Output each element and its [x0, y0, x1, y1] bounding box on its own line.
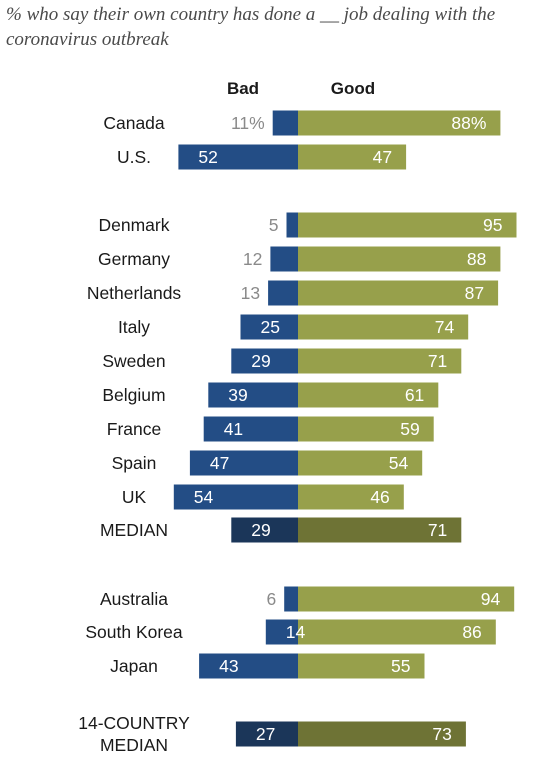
bar-bad-canada: [272, 110, 298, 136]
value-good-u-s: 47: [373, 147, 392, 167]
category-label-japan: Japan: [110, 656, 158, 676]
value-bad-belgium: 39: [228, 385, 247, 405]
value-good-netherlands: 87: [465, 283, 484, 303]
category-label-belgium: Belgium: [102, 385, 165, 405]
bar-good-u-s: [298, 144, 407, 170]
category-label-france: France: [107, 419, 161, 439]
bar-good-belgium: [298, 382, 439, 408]
value-good-australia: 94: [481, 589, 501, 609]
category-label-uk: UK: [122, 487, 147, 507]
value-bad-france: 41: [224, 419, 243, 439]
value-bad-italy: 25: [261, 317, 280, 337]
value-good-canada: 88%: [451, 113, 486, 133]
value-good-uk: 46: [370, 487, 389, 507]
category-label-denmark: Denmark: [99, 215, 170, 235]
bar-good-uk: [298, 484, 404, 510]
value-good-median: 71: [428, 520, 447, 540]
bar-bad-denmark: [286, 212, 298, 238]
value-bad-south-korea: 14: [286, 622, 306, 642]
value-good-japan: 55: [391, 656, 410, 676]
value-bad-denmark: 5: [269, 215, 279, 235]
bar-bad-14-country-median: [235, 721, 298, 747]
bar-good-canada: [298, 110, 501, 136]
value-bad-canada: 11%: [231, 113, 265, 133]
value-bad-australia: 6: [266, 589, 276, 609]
bar-bad-netherlands: [268, 280, 298, 306]
category-label-netherlands: Netherlands: [87, 283, 182, 303]
bar-good-14-country-median: [298, 721, 466, 747]
value-bad-median: 29: [251, 520, 270, 540]
category-label-median: MEDIAN: [100, 520, 168, 540]
value-bad-spain: 47: [210, 453, 229, 473]
bar-bad-belgium: [208, 382, 298, 408]
bar-bad-sweden: [231, 348, 298, 374]
category-label-spain: Spain: [112, 453, 157, 473]
value-good-france: 59: [400, 419, 419, 439]
legend-bad: Bad: [227, 79, 259, 98]
bar-good-australia: [298, 586, 515, 612]
value-good-italy: 74: [435, 317, 455, 337]
bar-bad-uk: [173, 484, 298, 510]
category-label-14-country-median: 14-COUNTRY MEDIAN: [78, 713, 190, 755]
value-bad-netherlands: 13: [241, 283, 260, 303]
value-good-sweden: 71: [428, 351, 447, 371]
bar-bad-france: [203, 416, 298, 442]
bar-bad-australia: [284, 586, 298, 612]
value-bad-germany: 12: [243, 249, 262, 269]
bar-good-denmark: [298, 212, 517, 238]
bar-bad-italy: [240, 314, 298, 340]
bar-bad-japan: [199, 653, 298, 679]
chart-subtitle: % who say their own country has done a _…: [6, 4, 496, 50]
category-label-australia: Australia: [100, 589, 168, 609]
bar-good-germany: [298, 246, 501, 272]
value-good-south-korea: 86: [462, 622, 481, 642]
category-label-u-s: U.S.: [117, 147, 151, 167]
bar-good-italy: [298, 314, 469, 340]
category-label-canada: Canada: [103, 113, 165, 133]
bar-bad-median: [231, 517, 298, 543]
value-good-spain: 54: [389, 453, 409, 473]
category-label-italy: Italy: [118, 317, 150, 337]
category-label-germany: Germany: [98, 249, 170, 269]
bar-good-france: [298, 416, 434, 442]
value-good-germany: 88: [467, 249, 486, 269]
value-good-denmark: 95: [483, 215, 502, 235]
value-good-14-country-median: 73: [432, 724, 451, 744]
bar-good-south-korea: [298, 619, 496, 645]
value-bad-uk: 54: [194, 487, 214, 507]
bar-bad-u-s: [178, 144, 298, 170]
bar-good-netherlands: [298, 280, 499, 306]
bar-bad-south-korea: [265, 619, 298, 645]
bar-bad-spain: [189, 450, 298, 476]
bar-bad-germany: [270, 246, 298, 272]
bar-good-median: [298, 517, 462, 543]
value-bad-sweden: 29: [251, 351, 270, 371]
value-bad-u-s: 52: [198, 147, 217, 167]
bar-good-spain: [298, 450, 423, 476]
value-bad-14-country-median: 27: [256, 724, 275, 744]
value-bad-japan: 43: [219, 656, 238, 676]
bar-good-sweden: [298, 348, 462, 374]
value-good-belgium: 61: [405, 385, 424, 405]
category-label-sweden: Sweden: [102, 351, 165, 371]
category-label-south-korea: South Korea: [85, 622, 183, 642]
legend-good: Good: [331, 79, 375, 98]
bar-good-japan: [298, 653, 425, 679]
